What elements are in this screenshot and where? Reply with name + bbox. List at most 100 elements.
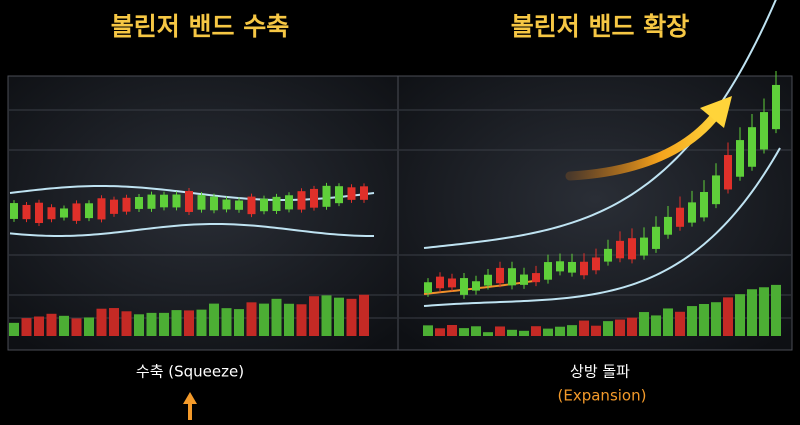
volume-bar	[699, 303, 709, 336]
volume-bar	[543, 328, 553, 336]
subcaption: (Expansion)	[558, 387, 647, 405]
volume-bar	[771, 284, 781, 336]
candle	[72, 203, 81, 221]
candle	[247, 196, 256, 215]
volume-bar	[334, 297, 344, 336]
candle	[322, 185, 331, 207]
candle	[424, 282, 432, 293]
volume-bar	[723, 297, 733, 336]
volume-bar	[471, 326, 481, 336]
candle	[160, 194, 168, 208]
candle	[772, 84, 780, 130]
candle	[347, 187, 356, 200]
volume-bar	[459, 328, 469, 336]
volume-bar	[579, 320, 589, 336]
volume-bar	[747, 289, 757, 336]
lower-band	[423, 147, 781, 307]
candle	[47, 207, 56, 220]
candle	[472, 281, 480, 291]
volume-bar	[615, 319, 625, 336]
candle	[592, 257, 600, 271]
candle	[532, 273, 540, 283]
volume-bar	[196, 309, 207, 336]
candle	[310, 188, 318, 208]
volume-bar	[759, 287, 769, 336]
candle	[736, 140, 744, 177]
volume-bar	[159, 312, 169, 336]
volume-bar	[84, 317, 94, 336]
panel-title: 볼린저 밴드 수축	[111, 12, 289, 41]
candle	[508, 268, 516, 286]
volume-bar	[234, 309, 244, 336]
candle	[724, 155, 732, 190]
candle	[97, 198, 106, 220]
volume-bar	[735, 294, 745, 336]
candle	[85, 203, 93, 219]
candle	[460, 278, 468, 295]
volume-bar	[284, 303, 294, 336]
illustration	[9, 0, 791, 336]
volume-bar	[246, 302, 257, 336]
volume-bar	[296, 304, 307, 336]
volume-bar	[184, 310, 194, 336]
candle	[60, 208, 68, 218]
caption: 수축 (Squeeze)	[136, 363, 244, 381]
volume-bar	[109, 308, 119, 336]
candle	[700, 192, 708, 218]
volume-bar	[259, 303, 269, 336]
candle	[297, 191, 306, 210]
candle	[135, 197, 143, 209]
volume-bar	[447, 324, 457, 336]
lower-band	[9, 223, 375, 238]
volume-bar	[46, 313, 57, 336]
volume-bar	[519, 330, 529, 336]
volume-bar	[423, 325, 433, 336]
volume-bar	[34, 316, 44, 336]
candle	[688, 202, 696, 223]
candle	[664, 216, 672, 235]
volume-bar	[675, 311, 685, 336]
candle	[222, 199, 231, 210]
volume-bar	[435, 328, 445, 336]
candle	[110, 199, 118, 214]
volume-bar	[507, 329, 517, 336]
candle	[210, 196, 218, 211]
volume-bar	[221, 308, 232, 336]
volume-bar	[567, 325, 577, 336]
candle	[520, 274, 528, 285]
candle	[628, 238, 636, 260]
candle	[22, 204, 31, 220]
volume-bar	[651, 315, 661, 336]
candle	[360, 186, 368, 200]
candle	[197, 195, 206, 210]
up-arrow	[183, 392, 197, 420]
candle	[748, 127, 756, 167]
volume-bar	[555, 326, 565, 336]
volume-bar	[687, 306, 697, 336]
volume-bar	[346, 298, 357, 336]
candle	[235, 200, 243, 210]
volume-bar	[171, 310, 182, 336]
volume-bar	[71, 318, 82, 336]
trend-arrow	[565, 107, 723, 181]
volume-bar	[309, 296, 319, 336]
candle	[616, 240, 624, 259]
volume-bar	[495, 326, 505, 336]
volume-bar	[134, 314, 144, 336]
volume-bar	[639, 312, 649, 336]
candle	[448, 278, 456, 288]
volume-bar	[531, 326, 541, 336]
caption: 상방 돌파	[570, 363, 630, 381]
candle	[712, 175, 720, 205]
arrow-head	[700, 96, 732, 128]
volume-bar	[146, 312, 157, 336]
candle	[640, 237, 648, 256]
volume-bar	[321, 295, 332, 336]
volume-bar	[271, 298, 282, 336]
candle	[185, 190, 193, 212]
volume-bar	[591, 325, 601, 336]
candle	[580, 261, 588, 276]
candle	[484, 274, 492, 286]
candle	[556, 261, 564, 272]
